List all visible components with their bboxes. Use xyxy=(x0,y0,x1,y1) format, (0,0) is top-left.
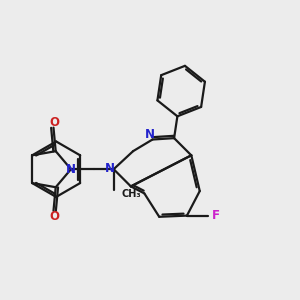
Text: F: F xyxy=(212,209,220,222)
Text: N: N xyxy=(145,128,155,141)
Text: O: O xyxy=(49,210,59,223)
Text: N: N xyxy=(105,162,115,175)
Text: N: N xyxy=(66,163,76,176)
Text: CH₃: CH₃ xyxy=(121,189,141,199)
Text: O: O xyxy=(49,116,59,129)
